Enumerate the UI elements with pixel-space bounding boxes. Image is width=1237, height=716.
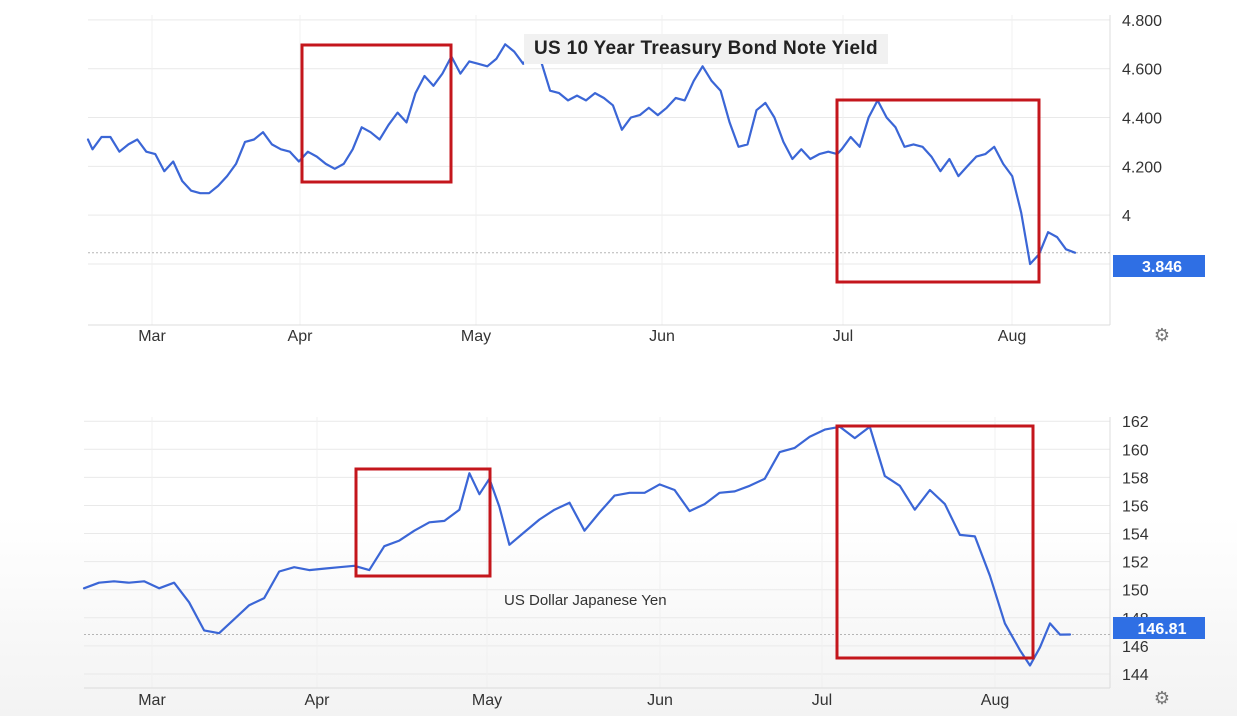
y-tick-label: 4.800 bbox=[1122, 13, 1162, 30]
series-line bbox=[86, 43, 1077, 266]
chart-title: US Dollar Japanese Yen bbox=[504, 592, 667, 609]
series-line bbox=[82, 425, 1072, 667]
y-tick-label: 162 bbox=[1122, 414, 1149, 431]
y-tick-label: 146 bbox=[1122, 639, 1149, 656]
last-value-badge bbox=[1113, 255, 1205, 277]
highlight-box bbox=[300, 43, 453, 184]
y-tick-label: 4 bbox=[1122, 208, 1131, 225]
y-tick-label: 4.400 bbox=[1122, 111, 1162, 128]
x-tick-label: Jul bbox=[812, 692, 832, 709]
x-tick-label: May bbox=[461, 328, 491, 345]
usdjpy-chart: 162160158156154152150148146144MarAprMayJ… bbox=[0, 405, 1237, 716]
y-tick-label: 4.200 bbox=[1122, 159, 1162, 176]
x-tick-label: May bbox=[472, 692, 502, 709]
highlight-box bbox=[354, 467, 492, 578]
settings-gear-icon[interactable]: ⚙ bbox=[1153, 325, 1171, 345]
x-tick-label: Jun bbox=[649, 328, 675, 345]
y-tick-label: 144 bbox=[1122, 667, 1149, 684]
y-tick-label: 154 bbox=[1122, 527, 1149, 544]
last-value-label: 3.846 bbox=[1142, 259, 1182, 276]
x-tick-label: Jul bbox=[833, 328, 853, 345]
x-tick-label: Mar bbox=[138, 692, 166, 709]
x-tick-label: Aug bbox=[981, 692, 1009, 709]
chart-title: US 10 Year Treasury Bond Note Yield bbox=[524, 34, 888, 64]
y-tick-label: 150 bbox=[1122, 583, 1149, 600]
x-tick-label: Mar bbox=[138, 328, 166, 345]
last-value-label: 146.81 bbox=[1138, 621, 1187, 638]
treasury-yield-chart: 4.8004.6004.4004.20043.800MarAprMayJunJu… bbox=[0, 0, 1237, 350]
x-tick-label: Jun bbox=[647, 692, 673, 709]
last-value-badge bbox=[1113, 617, 1205, 639]
x-tick-label: Aug bbox=[998, 328, 1026, 345]
usdjpy-plot: 162160158156154152150148146144MarAprMayJ… bbox=[82, 414, 1205, 709]
highlight-box bbox=[835, 98, 1041, 284]
x-tick-label: Apr bbox=[288, 328, 314, 345]
highlight-box bbox=[835, 424, 1035, 660]
y-tick-label: 152 bbox=[1122, 555, 1149, 572]
y-tick-label: 160 bbox=[1122, 442, 1149, 459]
y-tick-label: 158 bbox=[1122, 470, 1149, 487]
y-tick-label: 156 bbox=[1122, 498, 1149, 515]
treasury-yield-plot: 4.8004.6004.4004.20043.800MarAprMayJunJu… bbox=[86, 13, 1205, 345]
settings-gear-icon[interactable]: ⚙ bbox=[1153, 688, 1171, 708]
x-tick-label: Apr bbox=[305, 692, 331, 709]
y-tick-label: 4.600 bbox=[1122, 62, 1162, 79]
